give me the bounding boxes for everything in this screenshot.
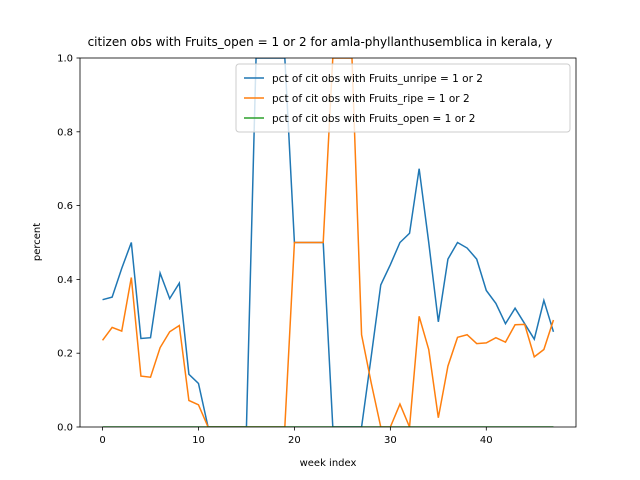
x-tick-label: 10 bbox=[192, 435, 205, 446]
y-axis-label: percent bbox=[32, 223, 43, 261]
legend-box bbox=[235, 63, 571, 133]
y-tick-label: 0.4 bbox=[57, 275, 73, 286]
y-tick-label: 0.2 bbox=[57, 349, 73, 360]
y-tick-label: 1.0 bbox=[57, 54, 73, 65]
x-axis-label: week index bbox=[300, 458, 357, 469]
x-tick-label: 0 bbox=[99, 435, 105, 446]
legend-label: pct of cit obs with Fruits_ripe = 1 or 2 bbox=[272, 93, 470, 105]
line-series bbox=[102, 58, 555, 427]
y-tick-label: 0.8 bbox=[57, 127, 73, 138]
plot-area bbox=[101, 58, 555, 427]
y-tick-label: 0.0 bbox=[57, 423, 73, 434]
y-tick-label: 0.6 bbox=[57, 201, 73, 212]
axes-frame bbox=[79, 57, 577, 428]
legend-label: pct of cit obs with Fruits_unripe = 1 or… bbox=[272, 73, 483, 85]
legend-label: pct of cit obs with Fruits_open = 1 or 2 bbox=[272, 113, 475, 125]
chart-title: citizen obs with Fruits_open = 1 or 2 fo… bbox=[88, 35, 553, 49]
x-tick-label: 30 bbox=[384, 435, 397, 446]
x-tick-label: 20 bbox=[288, 435, 301, 446]
line-series bbox=[101, 58, 555, 427]
x-tick-label: 40 bbox=[480, 435, 493, 446]
